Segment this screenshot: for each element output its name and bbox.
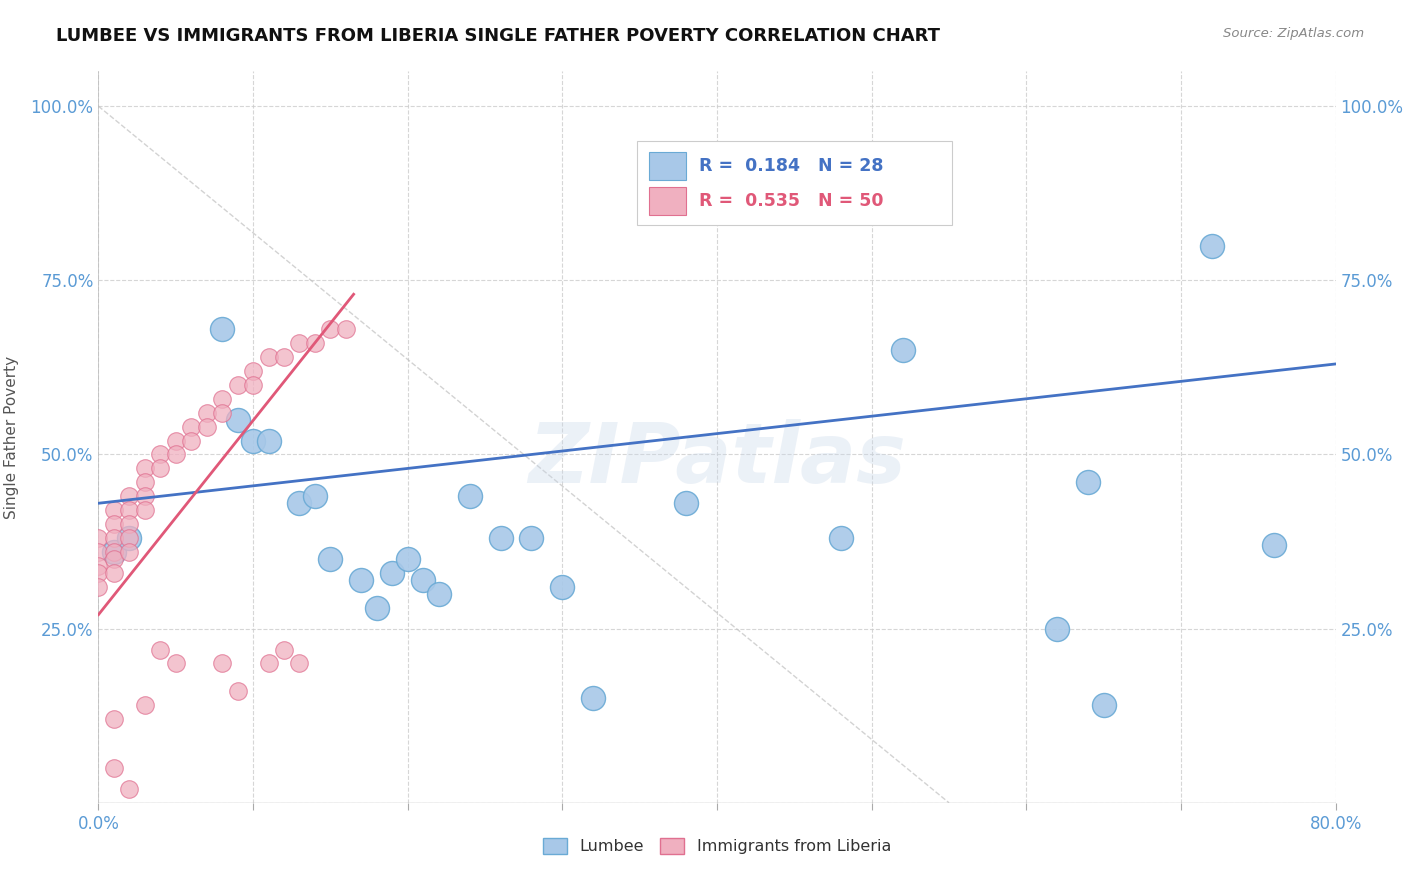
- Point: [165, 657, 187, 671]
- Point: [211, 322, 233, 336]
- Point: [149, 461, 172, 475]
- Point: [551, 580, 574, 594]
- Point: [427, 587, 450, 601]
- Point: [489, 531, 512, 545]
- Point: [149, 448, 172, 462]
- Y-axis label: Single Father Poverty: Single Father Poverty: [4, 356, 20, 518]
- Point: [118, 489, 141, 503]
- Point: [304, 336, 326, 351]
- Point: [180, 434, 202, 448]
- Point: [242, 434, 264, 448]
- Point: [830, 531, 852, 545]
- Point: [412, 573, 434, 587]
- Text: ZIPatlas: ZIPatlas: [529, 418, 905, 500]
- Point: [87, 531, 110, 545]
- Point: [195, 419, 218, 434]
- Point: [273, 350, 295, 364]
- Text: LUMBEE VS IMMIGRANTS FROM LIBERIA SINGLE FATHER POVERTY CORRELATION CHART: LUMBEE VS IMMIGRANTS FROM LIBERIA SINGLE…: [56, 27, 941, 45]
- Point: [103, 552, 125, 566]
- Point: [288, 336, 311, 351]
- Point: [103, 712, 125, 726]
- Point: [1077, 475, 1099, 490]
- Point: [118, 531, 141, 545]
- Point: [1046, 622, 1069, 636]
- Point: [195, 406, 218, 420]
- Point: [319, 322, 342, 336]
- Point: [103, 545, 125, 559]
- Point: [118, 545, 141, 559]
- Point: [134, 475, 156, 490]
- Point: [366, 600, 388, 615]
- Point: [103, 545, 125, 559]
- Point: [242, 377, 264, 392]
- Text: Source: ZipAtlas.com: Source: ZipAtlas.com: [1223, 27, 1364, 40]
- Point: [350, 573, 373, 587]
- Point: [103, 531, 125, 545]
- Point: [242, 364, 264, 378]
- Point: [211, 657, 233, 671]
- Point: [134, 489, 156, 503]
- Point: [257, 434, 280, 448]
- Point: [103, 503, 125, 517]
- Point: [149, 642, 172, 657]
- Point: [87, 545, 110, 559]
- FancyBboxPatch shape: [650, 152, 686, 179]
- Point: [582, 691, 605, 706]
- Text: R =  0.535   N = 50: R = 0.535 N = 50: [699, 192, 883, 210]
- Point: [87, 558, 110, 573]
- Point: [165, 434, 187, 448]
- Point: [226, 412, 249, 426]
- Point: [396, 552, 419, 566]
- Point: [288, 657, 311, 671]
- Point: [165, 448, 187, 462]
- Point: [226, 377, 249, 392]
- Point: [87, 580, 110, 594]
- FancyBboxPatch shape: [650, 187, 686, 215]
- Point: [675, 496, 697, 510]
- Point: [1201, 238, 1223, 252]
- Point: [103, 517, 125, 532]
- Legend: Lumbee, Immigrants from Liberia: Lumbee, Immigrants from Liberia: [537, 831, 897, 861]
- Point: [134, 461, 156, 475]
- Point: [180, 419, 202, 434]
- Point: [211, 392, 233, 406]
- Point: [273, 642, 295, 657]
- FancyBboxPatch shape: [637, 141, 952, 225]
- Point: [211, 406, 233, 420]
- Point: [134, 698, 156, 713]
- Point: [257, 657, 280, 671]
- Point: [118, 517, 141, 532]
- Point: [1263, 538, 1285, 552]
- Point: [520, 531, 543, 545]
- Point: [103, 761, 125, 775]
- Point: [87, 566, 110, 580]
- Point: [304, 489, 326, 503]
- Point: [257, 350, 280, 364]
- Point: [381, 566, 404, 580]
- Point: [103, 566, 125, 580]
- Point: [458, 489, 481, 503]
- Point: [226, 684, 249, 698]
- Point: [118, 531, 141, 545]
- Point: [1092, 698, 1115, 713]
- Point: [319, 552, 342, 566]
- Point: [118, 503, 141, 517]
- Point: [134, 503, 156, 517]
- Text: R =  0.184   N = 28: R = 0.184 N = 28: [699, 157, 883, 175]
- Point: [288, 496, 311, 510]
- Point: [891, 343, 914, 357]
- Point: [118, 781, 141, 796]
- Point: [335, 322, 357, 336]
